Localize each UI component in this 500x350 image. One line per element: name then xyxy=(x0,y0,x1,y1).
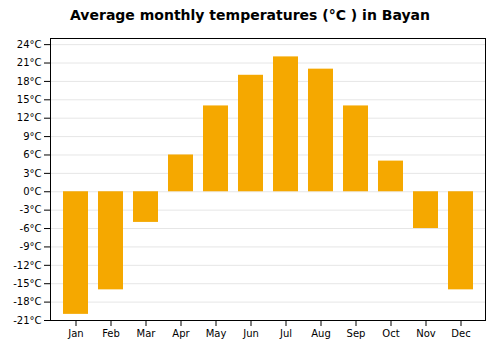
svg-text:-12°C: -12°C xyxy=(13,260,41,271)
svg-text:6°C: 6°C xyxy=(23,149,41,160)
svg-text:3°C: 3°C xyxy=(23,168,41,179)
svg-text:Sep: Sep xyxy=(347,328,366,339)
svg-text:Jul: Jul xyxy=(279,328,292,339)
svg-text:18°C: 18°C xyxy=(17,76,42,87)
svg-text:May: May xyxy=(206,328,227,339)
svg-text:24°C: 24°C xyxy=(17,39,42,50)
svg-text:Apr: Apr xyxy=(172,328,190,339)
svg-text:Feb: Feb xyxy=(102,328,120,339)
svg-text:-15°C: -15°C xyxy=(13,278,41,289)
svg-text:Aug: Aug xyxy=(311,328,331,339)
svg-text:-21°C: -21°C xyxy=(13,315,41,326)
svg-text:0°C: 0°C xyxy=(23,186,41,197)
svg-text:Mar: Mar xyxy=(137,328,157,339)
svg-text:12°C: 12°C xyxy=(17,112,42,123)
svg-text:Oct: Oct xyxy=(382,328,399,339)
svg-text:15°C: 15°C xyxy=(17,94,42,105)
svg-text:Nov: Nov xyxy=(416,328,436,339)
svg-text:-6°C: -6°C xyxy=(20,223,42,234)
svg-text:21°C: 21°C xyxy=(17,57,42,68)
svg-text:Jan: Jan xyxy=(67,328,83,339)
svg-text:-3°C: -3°C xyxy=(20,204,42,215)
svg-text:Jun: Jun xyxy=(242,328,259,339)
svg-text:-9°C: -9°C xyxy=(20,241,42,252)
html-text:Average monthly temperatures (: Average monthly temperatures (°C ) in Ba… xyxy=(70,7,430,23)
svg-text:Dec: Dec xyxy=(451,328,470,339)
svg-text:9°C: 9°C xyxy=(23,131,41,142)
svg-text:-18°C: -18°C xyxy=(13,296,41,307)
